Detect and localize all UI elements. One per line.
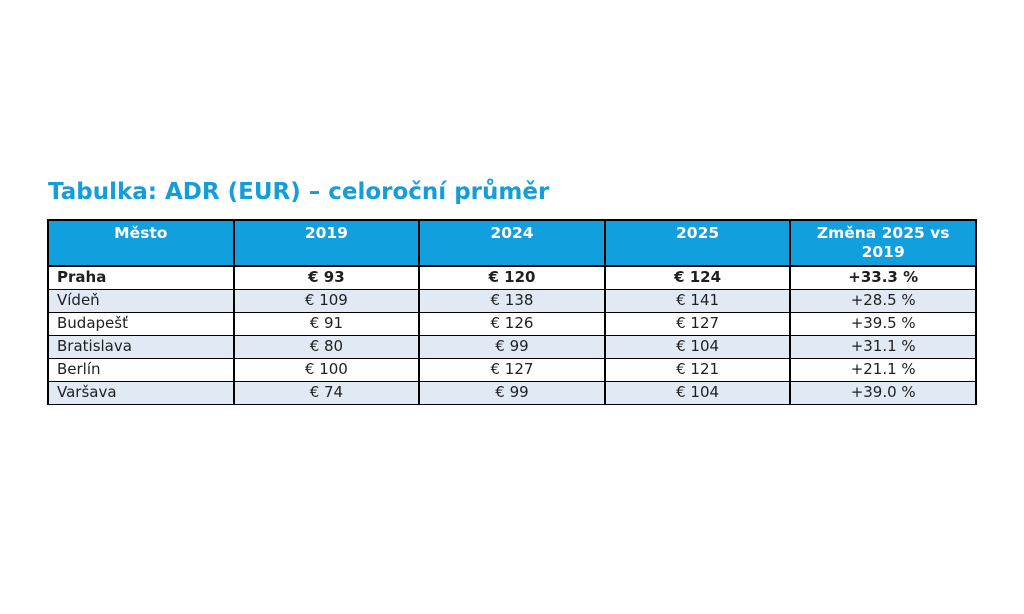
value-cell-2019: € 100 xyxy=(232,358,421,382)
city-cell: Vídeň xyxy=(47,289,235,313)
change-cell: +39.5 % xyxy=(789,312,977,336)
value-cell-2025: € 124 xyxy=(603,265,792,290)
table-row-budapest: Budapešť € 91 € 126 € 127 +39.5 % xyxy=(47,312,977,336)
city-cell: Budapešť xyxy=(47,312,235,336)
column-header-2025: 2025 xyxy=(603,219,792,267)
change-cell: +28.5 % xyxy=(789,289,977,313)
value-cell-2019: € 109 xyxy=(232,289,421,313)
value-cell-2024: € 99 xyxy=(418,335,606,359)
table-row-varsava: Varšava € 74 € 99 € 104 +39.0 % xyxy=(47,381,977,405)
header-row: Město 2019 2024 2025 Změna 2025 vs 2019 xyxy=(47,219,977,267)
column-header-change: Změna 2025 vs 2019 xyxy=(789,219,977,267)
change-cell: +21.1 % xyxy=(789,358,977,382)
city-cell: Bratislava xyxy=(47,335,235,359)
value-cell-2024: € 120 xyxy=(418,265,606,290)
city-cell: Varšava xyxy=(47,381,235,405)
value-cell-2024: € 99 xyxy=(418,381,606,405)
value-cell-2024: € 126 xyxy=(418,312,606,336)
value-cell-2024: € 138 xyxy=(418,289,606,313)
change-cell: +31.1 % xyxy=(789,335,977,359)
column-header-city: Město xyxy=(47,219,235,267)
value-cell-2019: € 74 xyxy=(232,381,421,405)
change-cell: +33.3 % xyxy=(789,265,977,290)
city-cell: Berlín xyxy=(47,358,235,382)
value-cell-2019: € 93 xyxy=(232,265,421,290)
city-cell: Praha xyxy=(47,265,235,290)
table-row-viden: Vídeň € 109 € 138 € 141 +28.5 % xyxy=(47,289,977,313)
column-header-change-label: Změna 2025 vs 2019 xyxy=(816,224,950,262)
adr-table: Město 2019 2024 2025 Změna 2025 vs 2019 … xyxy=(47,219,977,405)
value-cell-2025: € 121 xyxy=(603,358,792,382)
table-row-berlin: Berlín € 100 € 127 € 121 +21.1 % xyxy=(47,358,977,382)
value-cell-2025: € 104 xyxy=(603,335,792,359)
value-cell-2025: € 141 xyxy=(603,289,792,313)
value-cell-2025: € 127 xyxy=(603,312,792,336)
value-cell-2019: € 91 xyxy=(232,312,421,336)
table-row-praha: Praha € 93 € 120 € 124 +33.3 % xyxy=(47,265,977,290)
table-body: Praha € 93 € 120 € 124 +33.3 % Vídeň € 1… xyxy=(47,265,977,405)
change-cell: +39.0 % xyxy=(789,381,977,405)
value-cell-2019: € 80 xyxy=(232,335,421,359)
column-header-2024: 2024 xyxy=(418,219,606,267)
column-header-2019: 2019 xyxy=(232,219,421,267)
value-cell-2025: € 104 xyxy=(603,381,792,405)
table-row-bratislava: Bratislava € 80 € 99 € 104 +31.1 % xyxy=(47,335,977,359)
table-title: Tabulka: ADR (EUR) – celoroční průměr xyxy=(48,179,550,205)
table-header: Město 2019 2024 2025 Změna 2025 vs 2019 xyxy=(47,219,977,267)
value-cell-2024: € 127 xyxy=(418,358,606,382)
